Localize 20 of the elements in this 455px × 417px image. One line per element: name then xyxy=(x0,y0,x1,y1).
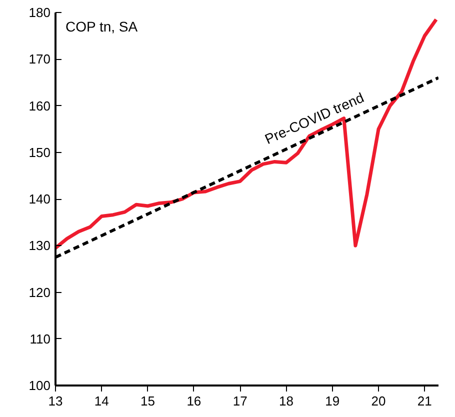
x-tick-label: 21 xyxy=(417,394,432,408)
x-tick-label: 14 xyxy=(94,394,109,408)
y-tick-label: 180 xyxy=(28,5,51,20)
y-tick-label: 110 xyxy=(30,331,51,346)
y-tick-label: 140 xyxy=(28,192,51,206)
y-tick-label: 170 xyxy=(28,52,51,67)
x-tick-label: 18 xyxy=(278,394,294,408)
x-tick-label: 13 xyxy=(48,394,63,408)
x-tick-label: 19 xyxy=(325,394,340,408)
x-tick-label: 15 xyxy=(140,394,156,408)
x-tick-label: 20 xyxy=(371,394,386,408)
x-tick-label: 17 xyxy=(232,394,248,408)
y-tick-label: 100 xyxy=(28,378,51,393)
chart-title: COP tn, SA xyxy=(66,18,138,34)
line-series xyxy=(56,18,438,250)
y-tick-label: 160 xyxy=(28,98,51,114)
y-tick-label: 130 xyxy=(28,238,51,254)
x-tick-label: 16 xyxy=(186,394,202,408)
y-tick-label: 120 xyxy=(28,284,51,300)
y-tick-label: 150 xyxy=(28,144,51,160)
